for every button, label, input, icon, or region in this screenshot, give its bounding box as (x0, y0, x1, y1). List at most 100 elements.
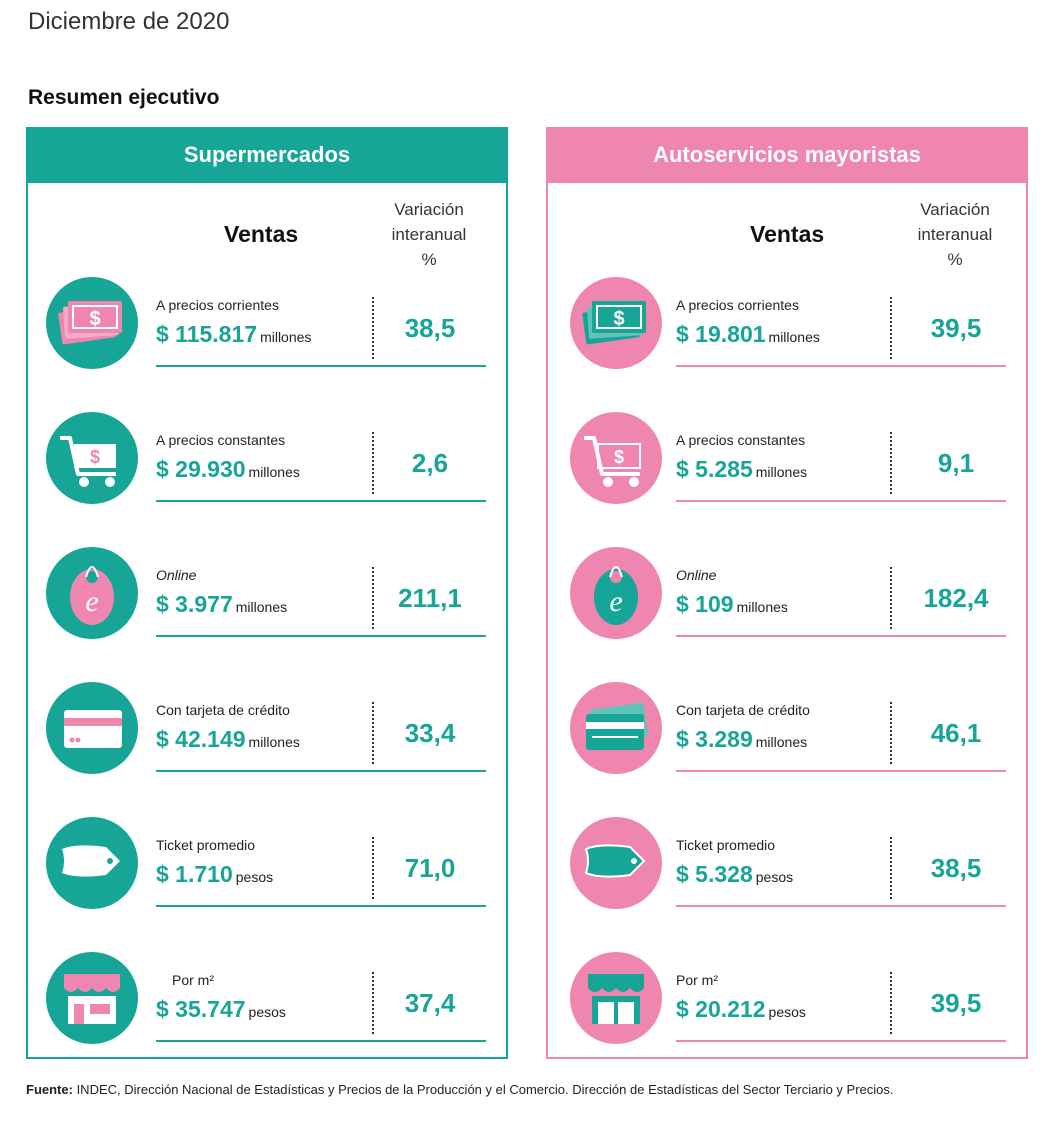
dotted-divider (372, 297, 374, 359)
banknotes-icon: $ (46, 277, 138, 369)
metric-label: Por m² (172, 972, 214, 988)
metric-unit: pesos (768, 1004, 806, 1020)
online-tag-icon: e (570, 547, 662, 639)
metric-unit: millones (768, 329, 820, 345)
ventas-header: Ventas (750, 221, 825, 247)
metric-row: $ A precios corrientes $ 19.801 millones … (548, 277, 1026, 397)
metric-label: A precios constantes (156, 432, 286, 448)
metric-row: Por m² $ 35.747 pesos 37,4 (28, 952, 506, 1072)
metric-unit: pesos (755, 869, 794, 885)
metric-variation: 211,1 (398, 583, 462, 613)
metric-label: A precios constantes (676, 432, 806, 448)
section-title: Resumen ejecutivo (28, 86, 220, 109)
metric-label: Online (156, 567, 197, 583)
metric-variation: 37,4 (404, 988, 456, 1018)
row-underline (156, 635, 486, 637)
metric-variation: 39,5 (930, 313, 982, 343)
row-underline (676, 905, 1006, 907)
metric-variation: 38,5 (404, 313, 456, 343)
metric-amount: $ 42.149 (156, 726, 246, 752)
panel-title: Autoservicios mayoristas (546, 127, 1028, 183)
metric-label: A precios corrientes (156, 297, 279, 313)
row-underline (676, 1040, 1006, 1042)
price-tag-icon (46, 817, 138, 909)
dotted-divider (372, 837, 374, 899)
row-underline (676, 365, 1006, 367)
metric-row: $ A precios constantes $ 5.285 millones 9… (548, 412, 1026, 532)
row-underline (156, 1040, 486, 1042)
svg-text:$: $ (89, 308, 100, 330)
variation-header-line: Variación (920, 200, 990, 219)
metric-unit: pesos (235, 869, 274, 885)
variation-header-line: % (421, 250, 437, 269)
metric-variation: 182,4 (923, 583, 989, 613)
metric-amount: $ 3.289 (676, 726, 753, 752)
metric-row: Ticket promedio $ 1.710 pesos 71,0 (28, 817, 506, 937)
row-underline (156, 365, 486, 367)
price-tag-icon (570, 817, 662, 909)
dotted-divider (372, 567, 374, 629)
metric-amount: $ 5.328 (676, 861, 753, 887)
metric-label: Con tarjeta de crédito (156, 702, 290, 718)
variation-header: Variación interanual % (378, 197, 480, 272)
dotted-divider (890, 432, 892, 494)
dotted-divider (372, 702, 374, 764)
row-underline (676, 500, 1006, 502)
metric-unit: millones (248, 734, 300, 750)
metric-row: $ A precios constantes $ 29.930 millones … (28, 412, 506, 532)
row-underline (676, 770, 1006, 772)
dotted-divider (890, 837, 892, 899)
credit-card-icon (570, 682, 662, 774)
metric-row: Ticket promedio $ 5.328 pesos 38,5 (548, 817, 1026, 937)
source-text: INDEC, Dirección Nacional de Estadística… (72, 1082, 894, 1097)
metric-unit: millones (235, 599, 288, 615)
source-footnote: Fuente: INDEC, Dirección Nacional de Est… (26, 1082, 1046, 1097)
metric-amount: $ 29.930 (156, 456, 246, 482)
dotted-divider (890, 972, 892, 1034)
metric-row: Con tarjeta de crédito $ 42.149 millones … (28, 682, 506, 802)
metric-amount: $ 5.285 (676, 456, 753, 482)
metric-variation: 39,5 (930, 988, 982, 1018)
svg-text:e: e (609, 585, 622, 618)
metric-amount: $ 109 (676, 591, 734, 617)
dotted-divider (372, 432, 374, 494)
dotted-divider (890, 567, 892, 629)
svg-text:$: $ (90, 447, 100, 467)
variation-header-line: % (947, 250, 963, 269)
metric-unit: millones (755, 734, 808, 750)
metric-unit: millones (755, 464, 808, 480)
shopping-cart-icon: $ (570, 412, 662, 504)
metric-amount: $ 20.212 (676, 996, 766, 1022)
metric-variation: 9,1 (937, 448, 975, 478)
metric-amount: $ 115.817 (156, 321, 258, 347)
panel-title: Supermercados (26, 127, 508, 183)
dotted-divider (890, 297, 892, 359)
metric-variation: 46,1 (930, 718, 982, 748)
metric-row: e Online $ 3.977 millones 211,1 (28, 547, 506, 667)
metric-variation: 38,5 (930, 853, 982, 883)
metric-unit: millones (260, 329, 312, 345)
metric-row: Con tarjeta de crédito $ 3.289 millones 4… (548, 682, 1026, 802)
row-underline (676, 635, 1006, 637)
shopping-cart-icon: $ (46, 412, 138, 504)
online-tag-icon: e (46, 547, 138, 639)
metric-variation: 33,4 (404, 718, 456, 748)
metric-variation: 71,0 (404, 853, 456, 883)
source-label: Fuente: (26, 1082, 73, 1097)
variation-header: Variación interanual % (904, 197, 1006, 272)
metric-unit: pesos (248, 1004, 286, 1020)
metric-amount: $ 3.977 (156, 591, 233, 617)
metric-label: Online (676, 567, 717, 583)
storefront-icon (570, 952, 662, 1044)
storefront-icon (46, 952, 138, 1044)
dotted-divider (372, 972, 374, 1034)
metric-label: Ticket promedio (156, 837, 256, 853)
panel-autoservicios-mayoristas: Autoservicios mayoristas Ventas Variació… (546, 127, 1028, 1059)
variation-header-line: interanual (391, 225, 467, 244)
dotted-divider (890, 702, 892, 764)
row-underline (156, 770, 486, 772)
metric-row: e Online $ 109 millones 182,4 (548, 547, 1026, 667)
metric-unit: millones (248, 464, 300, 480)
metric-row: Por m² $ 20.212 pesos 39,5 (548, 952, 1026, 1072)
svg-text:e: e (85, 585, 98, 618)
